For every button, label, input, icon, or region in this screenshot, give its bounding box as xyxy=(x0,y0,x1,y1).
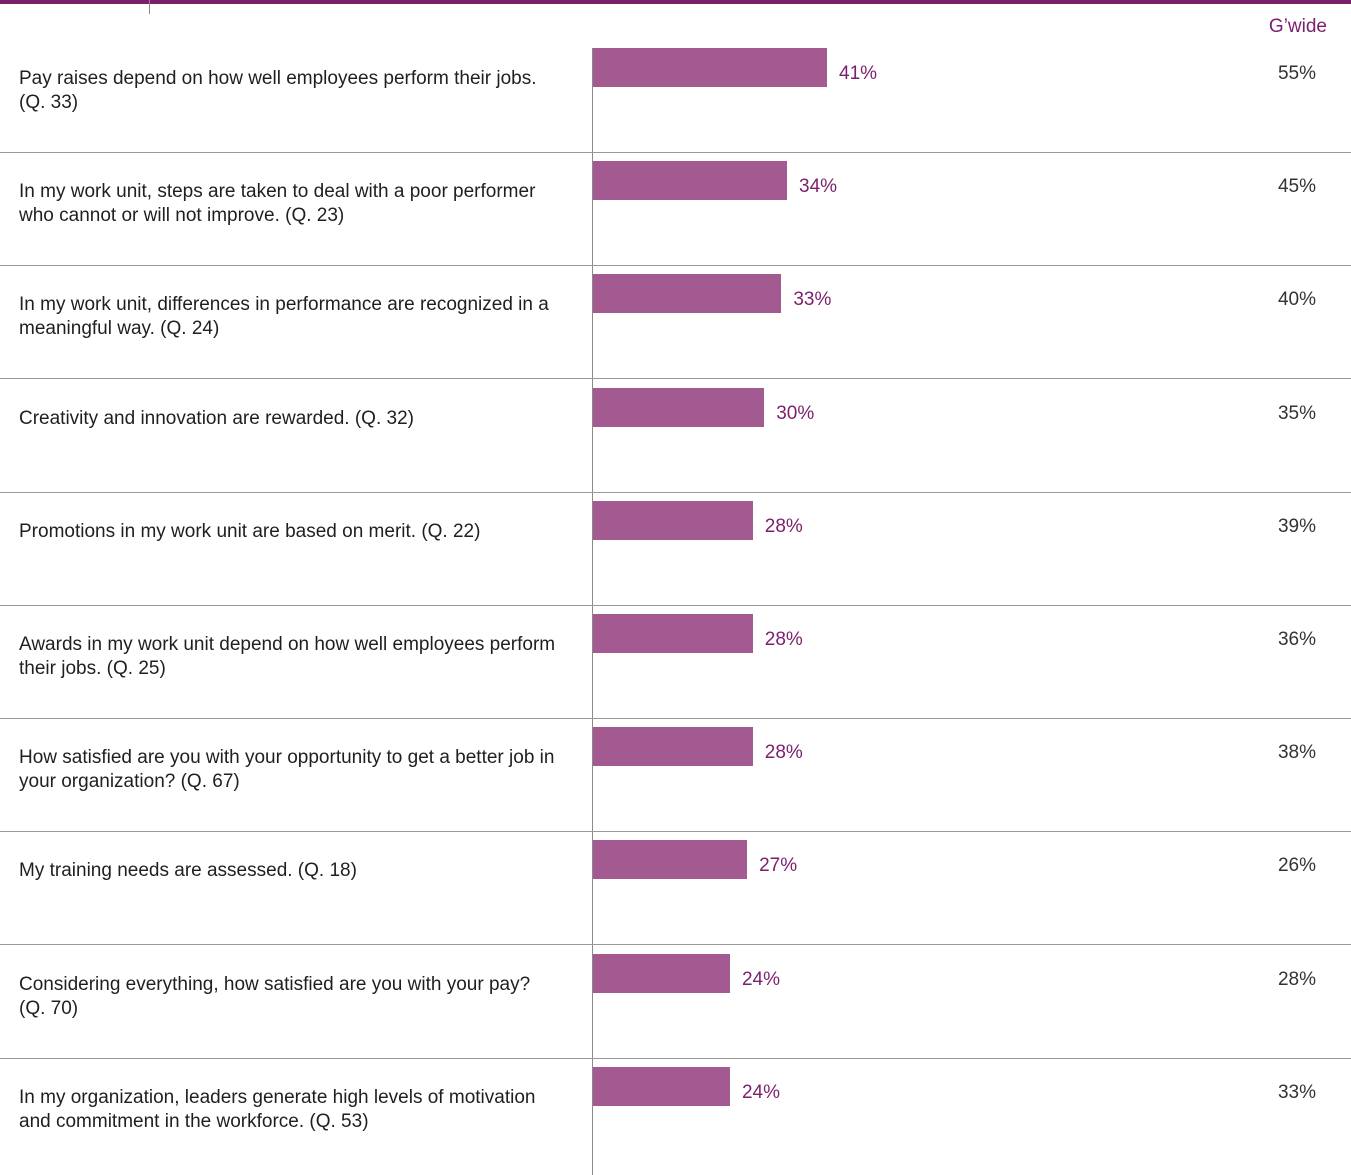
row-label: Considering everything, how satisfied ar… xyxy=(19,973,531,1019)
bar-value-label: 28% xyxy=(764,515,803,537)
gwide-value: 36% xyxy=(1277,629,1316,650)
gwide-value: 45% xyxy=(1277,176,1316,198)
gwide-value: 39% xyxy=(1277,515,1316,537)
bar-value-label: 41% xyxy=(839,63,878,84)
bar xyxy=(593,48,827,87)
row-label: In my work unit, differences in performa… xyxy=(19,294,549,340)
bar xyxy=(593,953,730,993)
row-divider xyxy=(0,944,1351,946)
bar-value-label: 24% xyxy=(741,968,780,990)
bar-value-label: 33% xyxy=(793,289,832,311)
row-divider xyxy=(0,1057,1351,1059)
top-rule xyxy=(0,0,1351,4)
gwide-value: 35% xyxy=(1277,402,1316,424)
gwide-value: 55% xyxy=(1277,63,1316,84)
row-divider xyxy=(0,152,1351,153)
bar xyxy=(593,840,748,880)
row-label: Promotions in my work unit are based on … xyxy=(19,520,481,542)
row-divider xyxy=(0,604,1351,606)
bar-axis-line xyxy=(592,48,593,1175)
bar-value-label: 34% xyxy=(799,176,838,198)
row-label: Awards in my work unit depend on how wel… xyxy=(19,634,556,679)
row-divider xyxy=(0,491,1351,493)
gwide-value: 40% xyxy=(1277,289,1316,311)
bar xyxy=(593,274,782,314)
gwide-value: 26% xyxy=(1277,855,1316,877)
row-divider xyxy=(0,265,1351,267)
bar-value-label: 28% xyxy=(764,629,803,650)
top-tick xyxy=(149,0,150,14)
row-label: How satisfied are you with your opportun… xyxy=(19,747,555,793)
bar-value-label: 28% xyxy=(764,742,803,764)
bar-value-label: 30% xyxy=(776,402,815,424)
row-label: My training needs are assessed. (Q. 18) xyxy=(19,860,357,882)
bar xyxy=(593,161,788,201)
bar xyxy=(593,727,753,767)
row-divider xyxy=(0,378,1351,380)
gwide-value: 33% xyxy=(1277,1081,1316,1103)
gwide-header: G’wide xyxy=(1268,16,1327,37)
row-label: In my organization, leaders generate hig… xyxy=(19,1086,536,1132)
row-divider xyxy=(0,718,1351,719)
bar-value-label: 24% xyxy=(741,1081,780,1103)
gwide-value: 28% xyxy=(1277,968,1316,990)
row-label: Creativity and innovation are rewarded. … xyxy=(19,407,414,429)
row-divider xyxy=(0,831,1351,833)
row-label: Pay raises depend on how well employees … xyxy=(19,68,537,113)
bar xyxy=(593,614,753,653)
bar xyxy=(593,387,765,427)
bar xyxy=(593,500,753,540)
row-label: In my work unit, steps are taken to deal… xyxy=(19,181,536,227)
gwide-value: 38% xyxy=(1277,742,1316,764)
bar xyxy=(593,1066,730,1106)
bar-value-label: 27% xyxy=(759,855,798,877)
